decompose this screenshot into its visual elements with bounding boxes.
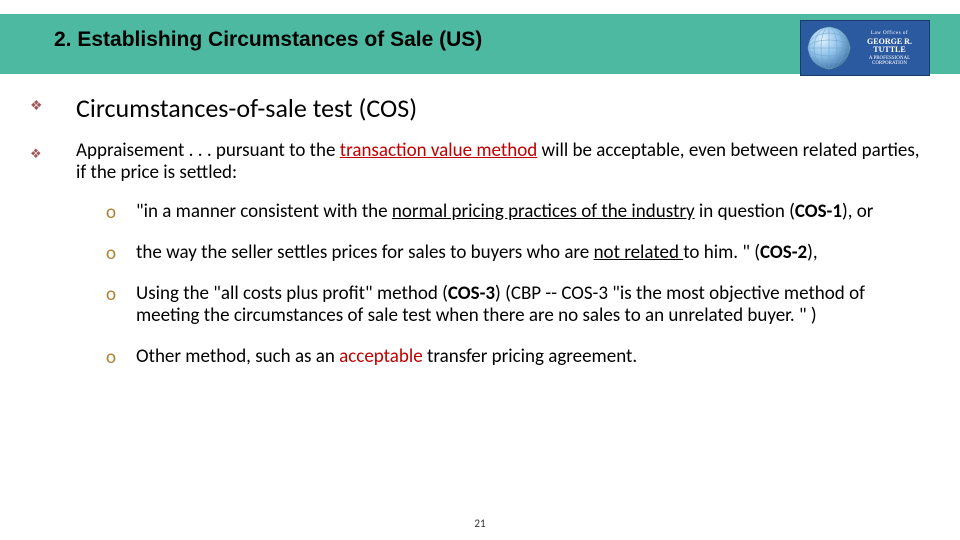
list-item: o "in a manner consistent with the norma… xyxy=(106,201,930,224)
logo-line3: A PROFESSIONAL CORPORATION xyxy=(854,56,925,66)
list-item: o the way the seller settles prices for … xyxy=(106,242,930,265)
slide-title: 2. Establishing Circumstances of Sale (U… xyxy=(54,28,482,52)
diamond-bullet-icon: ❖ xyxy=(30,147,42,162)
sub-list: o "in a manner consistent with the norma… xyxy=(106,201,930,369)
circle-bullet-icon: o xyxy=(106,242,136,265)
page-number: 21 xyxy=(0,517,960,530)
diamond-bullet-icon: ❖ xyxy=(30,97,43,114)
link-tvm[interactable]: transaction value method xyxy=(340,139,538,162)
circle-bullet-icon: o xyxy=(106,346,136,369)
subheading: Circumstances-of-sale test (COS) xyxy=(76,92,930,124)
logo: Law Offices of GEORGE R. TUTTLE A PROFES… xyxy=(800,20,930,76)
highlight-acceptable: acceptable xyxy=(339,345,423,368)
list-item: o Using the "all costs plus profit" meth… xyxy=(106,283,930,328)
circle-bullet-icon: o xyxy=(106,201,136,224)
circle-bullet-icon: o xyxy=(106,283,136,306)
logo-line1: Law Offices of xyxy=(854,31,925,36)
intro-paragraph: Appraisement . . . pursuant to the trans… xyxy=(76,140,930,185)
list-item: o Other method, such as an acceptable tr… xyxy=(106,346,930,369)
content-area: ❖ Circumstances-of-sale test (COS) ❖ App… xyxy=(30,92,930,387)
logo-line2: GEORGE R. TUTTLE xyxy=(854,38,925,54)
globe-icon xyxy=(804,23,854,73)
